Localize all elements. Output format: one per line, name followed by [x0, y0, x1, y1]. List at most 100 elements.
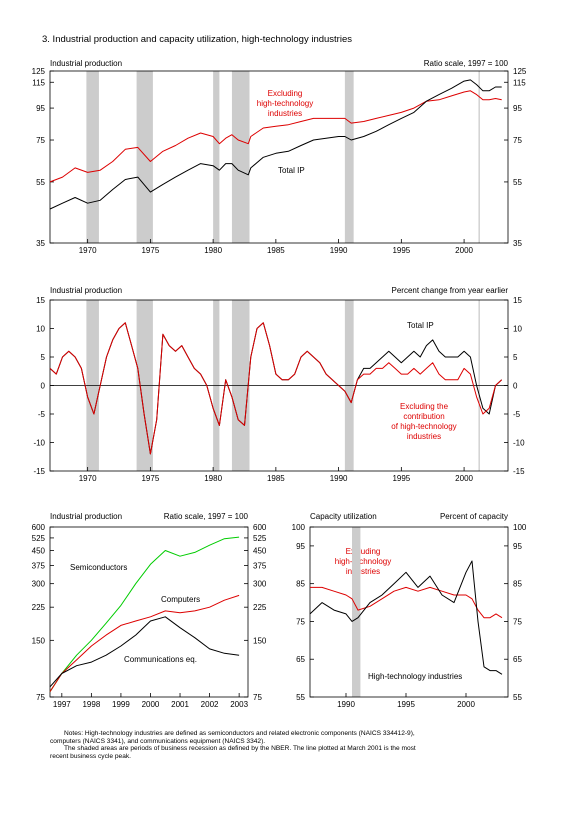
y-tick-label: 525: [253, 534, 267, 543]
y-tick-label: 300: [253, 580, 267, 589]
x-tick-label: 1998: [82, 700, 100, 709]
y-tick-label: 600: [253, 523, 267, 532]
y-tick-label: 600: [32, 523, 46, 532]
x-tick-label: 2002: [201, 700, 219, 709]
x-tick-label: 1999: [112, 700, 130, 709]
y-tick-label: 375: [253, 561, 267, 570]
annotation-high-tech-industries: High-technology industries: [368, 672, 462, 681]
annotation-industries: industries: [407, 432, 441, 441]
y-tick-label: 150: [32, 636, 46, 645]
y-tick-label: 5: [513, 353, 518, 362]
x-tick-label: 1970: [79, 246, 97, 255]
panel-subtitle: Percent change from year earlier: [392, 286, 509, 295]
panel-subtitle: Ratio scale, 1997 = 100: [164, 512, 249, 521]
y-tick-label: 75: [253, 693, 262, 702]
y-tick-label: 55: [513, 178, 522, 187]
notes-line-2: computers (NAICS 3341), and communicatio…: [50, 737, 266, 745]
annotation-excluding: Excluding: [346, 547, 381, 556]
y-tick-label: 300: [32, 580, 46, 589]
y-tick-label: 10: [513, 325, 522, 334]
x-tick-label: 1995: [392, 474, 410, 483]
x-tick-label: 1970: [79, 474, 97, 483]
annotation-excluding: Excluding the: [400, 402, 449, 411]
panel-subtitle: Ratio scale, 1997 = 100: [424, 59, 509, 68]
recession-band: [136, 71, 153, 243]
y-tick-label: 450: [32, 547, 46, 556]
x-tick-label: 2000: [457, 700, 475, 709]
y-tick-label: 55: [296, 693, 305, 702]
y-tick-label: -15: [513, 467, 525, 476]
x-tick-label: 2003: [230, 700, 248, 709]
y-tick-label: 95: [513, 542, 522, 551]
x-tick-label: 2001: [171, 700, 189, 709]
y-tick-label: 125: [32, 67, 46, 76]
y-tick-label: 115: [32, 78, 45, 87]
panel-title: Industrial production: [50, 512, 122, 521]
plot-frame: [309, 526, 509, 698]
y-tick-label: 375: [32, 561, 46, 570]
y-tick-label: 65: [513, 655, 522, 664]
panel-title: Industrial production: [50, 59, 122, 68]
y-tick-label: 75: [513, 136, 522, 145]
y-tick-label: 225: [32, 603, 46, 612]
annotation-high-tech: of high-technology: [391, 422, 456, 431]
series-line: [49, 536, 240, 692]
x-tick-label: 1995: [397, 700, 415, 709]
y-tick-label: 125: [513, 67, 527, 76]
y-tick-label: 150: [253, 636, 267, 645]
y-tick-label: 35: [36, 239, 45, 248]
x-tick-label: 2000: [455, 474, 473, 483]
y-tick-label: 95: [36, 104, 45, 113]
x-tick-label: 1990: [330, 474, 348, 483]
y-tick-label: 115: [513, 78, 526, 87]
notes: Notes: High-technology industries are de…: [50, 730, 530, 760]
x-tick-label: 1990: [337, 700, 355, 709]
y-tick-label: 450: [253, 547, 267, 556]
y-tick-label: -10: [33, 439, 45, 448]
y-tick-label: 95: [513, 104, 522, 113]
annotation-total-ip: Total IP: [407, 321, 434, 330]
series-line: [49, 322, 503, 455]
y-tick-label: 100: [292, 523, 306, 532]
y-tick-label: 525: [32, 534, 46, 543]
y-tick-label: 65: [296, 655, 305, 664]
label-computers: Computers: [161, 595, 200, 604]
y-tick-label: 85: [296, 580, 305, 589]
y-tick-label: 100: [513, 523, 527, 532]
y-tick-label: -5: [38, 410, 46, 419]
y-tick-label: -5: [513, 410, 521, 419]
label-communications: Communications eq.: [124, 655, 197, 664]
x-tick-label: 1975: [141, 474, 159, 483]
y-tick-label: 95: [296, 542, 305, 551]
y-tick-label: -15: [33, 467, 45, 476]
x-tick-label: 1980: [204, 474, 222, 483]
notes-line-1: Notes: High-technology industries are de…: [64, 730, 415, 737]
figure-title: 3. Industrial production and capacity ut…: [42, 34, 352, 45]
series-line: [49, 616, 240, 688]
y-tick-label: 225: [253, 603, 267, 612]
panel-ip-total: Industrial production Ratio scale, 1997 …: [32, 59, 527, 255]
x-tick-label: 1975: [141, 246, 159, 255]
annotation-excluding: Excluding: [268, 89, 303, 98]
series-line: [49, 594, 240, 692]
plot-frame: [49, 70, 509, 244]
x-tick-label: 1995: [392, 246, 410, 255]
panel-ip-components: Industrial production Ratio scale, 1997 …: [32, 512, 267, 709]
x-tick-label: 1980: [204, 246, 222, 255]
recession-band: [86, 71, 99, 243]
series-line: [310, 586, 503, 619]
y-tick-label: 0: [41, 382, 46, 391]
notes-line-4: recent business cycle peak.: [50, 752, 131, 760]
panel-capacity-utilization: Capacity utilization Percent of capacity…: [292, 512, 527, 709]
y-tick-label: 75: [296, 617, 305, 626]
y-tick-label: 75: [36, 136, 45, 145]
annotation-industries: industries: [268, 109, 302, 118]
y-tick-label: -10: [513, 439, 525, 448]
series-line: [309, 560, 503, 675]
annotation-total-ip: Total IP: [278, 166, 305, 175]
y-tick-label: 10: [36, 325, 45, 334]
recession-band: [344, 71, 354, 243]
annotation-contribution: contribution: [403, 412, 444, 421]
x-tick-label: 1990: [330, 246, 348, 255]
